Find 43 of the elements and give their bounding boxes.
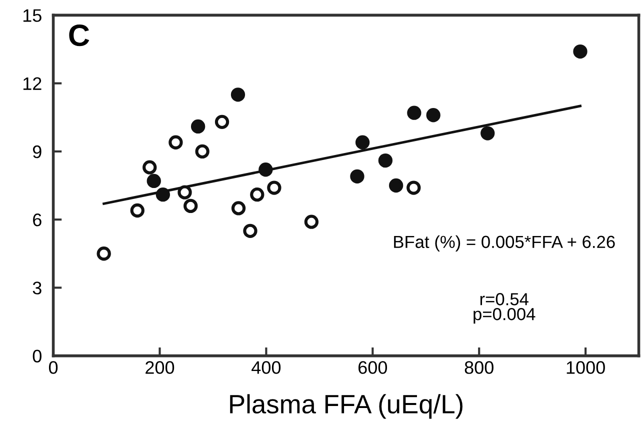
x-axis-title: Plasma FFA (uEq/L) [230,394,462,419]
point [230,88,246,102]
point [231,201,246,216]
x-tick-label: 400 [252,361,281,374]
x-tick-label: 600 [358,361,388,374]
point [184,198,198,214]
point [195,144,210,159]
point [406,180,421,195]
point [130,203,144,218]
point [573,44,588,59]
point [267,180,282,195]
y-tick-label: 15 [23,9,42,22]
point [214,114,230,130]
annotation: r=0.54 p=0.004 [474,293,536,324]
chart-title: C [69,24,90,46]
point [355,135,370,150]
y-tick-label: 9 [32,145,42,158]
point [146,174,161,188]
point [480,126,495,140]
point [304,214,319,229]
y-tick-label: 0 [32,350,42,363]
point [258,162,273,177]
point [96,246,111,261]
y-tick-label: 3 [32,282,42,294]
y-tick-label: 12 [23,77,42,90]
annotation: BFat (%) = 0.005*FFA + 6.26 [394,235,615,252]
point [426,108,440,122]
point [250,188,264,202]
x-tick-label: 0 [48,361,58,374]
y-tick-label: 6 [33,214,42,226]
point [142,160,157,174]
point [178,185,192,200]
point [378,153,393,168]
point [190,119,206,134]
point [388,178,404,193]
point [350,169,364,184]
point [243,224,258,238]
x-tick-label: 1000 [566,361,605,374]
point [168,135,183,150]
point [407,106,422,120]
x-tick-label: 800 [464,361,494,374]
point [156,188,170,202]
x-tick-label: 200 [146,361,174,374]
